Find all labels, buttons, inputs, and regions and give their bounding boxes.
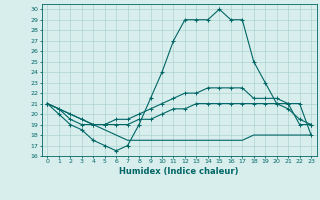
X-axis label: Humidex (Indice chaleur): Humidex (Indice chaleur) bbox=[119, 167, 239, 176]
